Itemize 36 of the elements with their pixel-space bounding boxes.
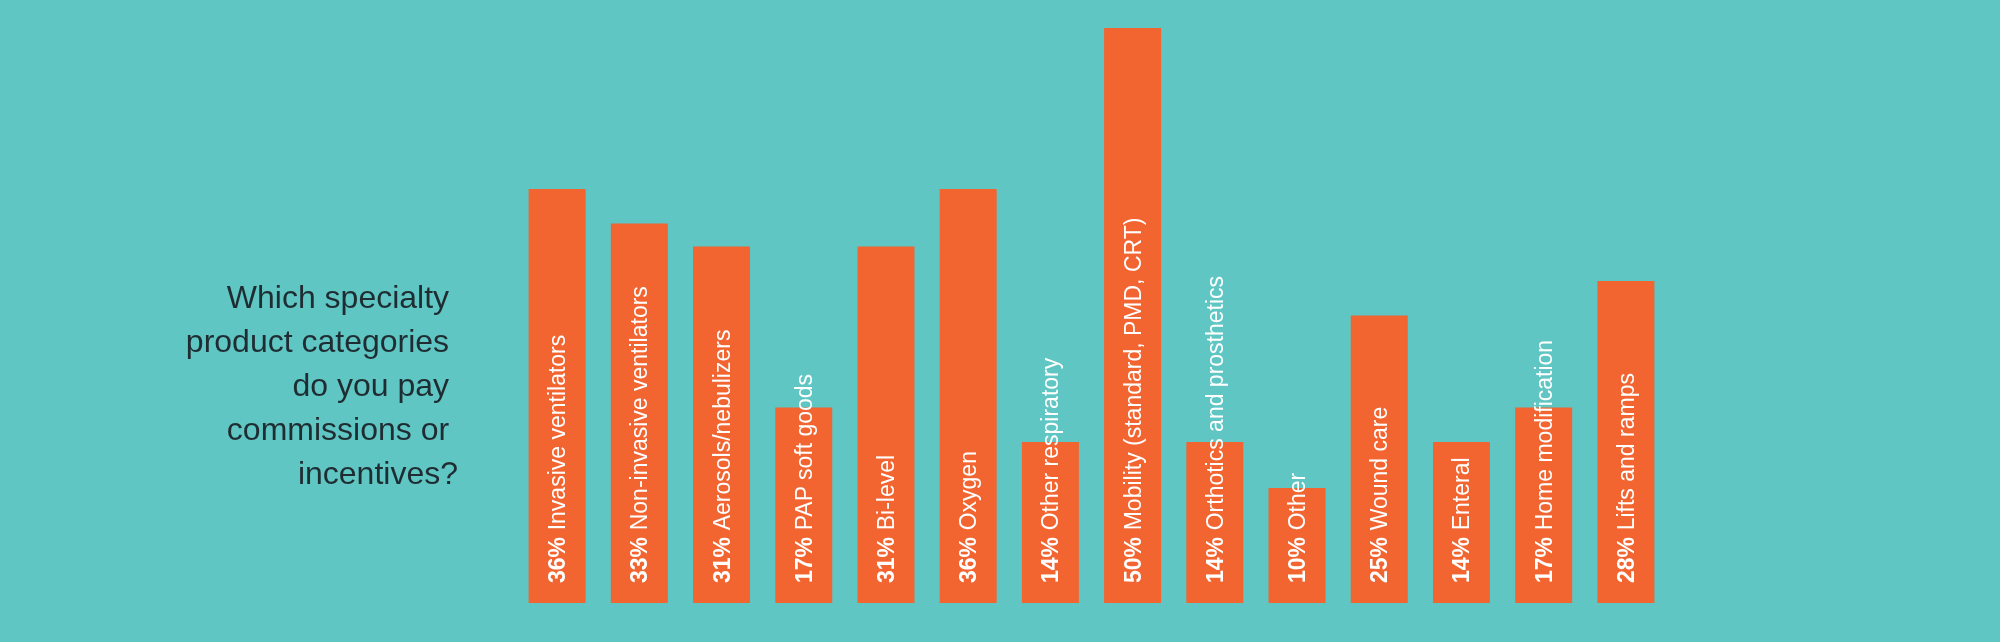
- x-tick-label: Invasive ventilators: [544, 334, 571, 531]
- data-label: 31%: [708, 536, 735, 583]
- bar: [1597, 281, 1655, 603]
- x-tick-label: Wound care: [1366, 406, 1393, 531]
- data-label: 50%: [1119, 536, 1146, 583]
- data-label: 10%: [1284, 536, 1311, 583]
- bar: [857, 246, 915, 603]
- data-label: 14%: [1037, 536, 1064, 583]
- data-label: 17%: [790, 536, 817, 583]
- data-label: 36%: [955, 536, 982, 583]
- x-tick-label: Home modification: [1530, 339, 1557, 531]
- text: Which specialty product categories do you pay commissions or incentives?: [185, 279, 458, 491]
- x-tick-label: Lifts and ramps: [1612, 373, 1639, 531]
- data-label: 33%: [626, 536, 653, 583]
- data-label: 36%: [544, 536, 571, 583]
- data-label: 14%: [1201, 536, 1228, 583]
- x-tick-label: PAP soft goods: [790, 373, 817, 531]
- bar: [939, 189, 997, 603]
- x-tick-label: Bi-level: [872, 454, 899, 531]
- bar: [1350, 315, 1408, 603]
- x-tick-label: Enteral: [1448, 457, 1475, 531]
- data-label: 14%: [1448, 536, 1475, 583]
- data-label: 31%: [872, 536, 899, 583]
- data-label: 28%: [1612, 536, 1639, 583]
- x-tick-label: Aerosols/nebulizers: [708, 329, 735, 531]
- bar: [528, 189, 586, 603]
- x-tick-label: Oxygen: [955, 451, 982, 531]
- x-tick-label: Other respiratory: [1037, 357, 1064, 531]
- x-tick-label: Non-invasive ventilators: [626, 286, 653, 531]
- x-tick-label: Other: [1284, 472, 1311, 531]
- bar: [1104, 28, 1162, 603]
- data-label: 17%: [1530, 536, 1557, 583]
- bar: [693, 246, 751, 603]
- data-label: 25%: [1366, 536, 1393, 583]
- x-tick-label: Orthotics and prosthetics: [1201, 275, 1228, 531]
- x-tick-label: Mobility (standard, PMD, CRT): [1119, 217, 1146, 531]
